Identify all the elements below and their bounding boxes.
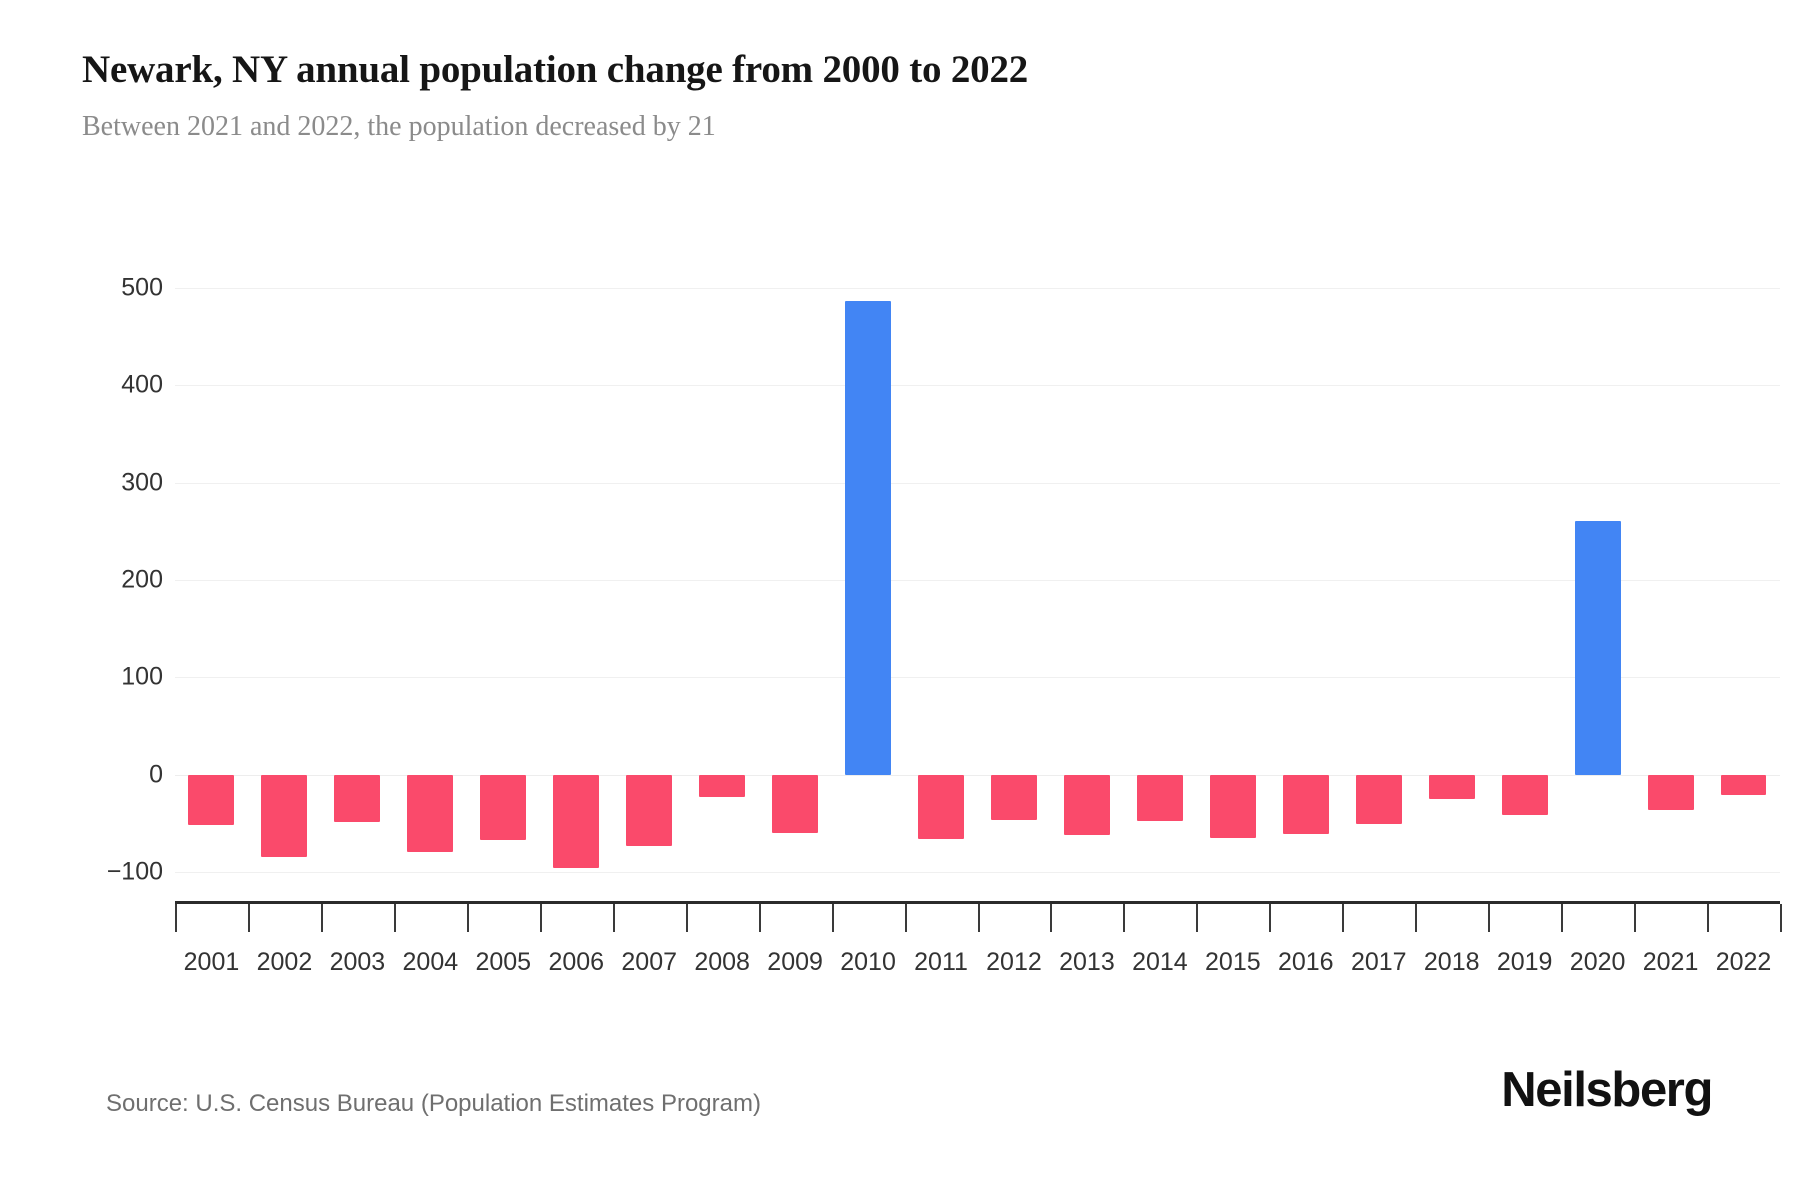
bar-2018[interactable] [1428, 774, 1475, 799]
y-tick-label-200: 200 [121, 565, 163, 594]
chart-header: Newark, NY annual population change from… [82, 48, 1722, 143]
x-tick-mark [466, 904, 469, 932]
bar-2020[interactable] [1574, 520, 1621, 775]
x-tick-label-2010: 2010 [840, 948, 896, 976]
x-tick-label-2003: 2003 [329, 948, 386, 976]
x-tick-label-2018: 2018 [1423, 948, 1480, 976]
x-tick-label-2012: 2012 [986, 948, 1042, 976]
x-tick-label-2022: 2022 [1715, 948, 1772, 976]
bar-2022[interactable] [1720, 774, 1767, 796]
x-tick-label-2020: 2020 [1569, 948, 1626, 976]
x-tick-label-2001: 2001 [183, 948, 240, 976]
x-tick-mark [247, 904, 250, 932]
bar-2005[interactable] [480, 774, 527, 840]
x-tick-label-2006: 2006 [548, 948, 605, 976]
bar-series [175, 288, 1780, 872]
x-tick-mark [1561, 904, 1564, 932]
x-tick-mark [1342, 904, 1345, 932]
bar-2013[interactable] [1063, 774, 1110, 835]
bar-2004[interactable] [407, 774, 454, 852]
y-tick-label-300: 300 [121, 468, 163, 497]
x-tick-label-2005: 2005 [475, 948, 532, 976]
y-tick-label-100: 100 [121, 662, 163, 691]
x-tick-mark [1707, 904, 1710, 932]
bar-2003[interactable] [334, 774, 381, 823]
x-tick-mark [1196, 904, 1199, 932]
bar-2019[interactable] [1501, 774, 1548, 815]
chart-subtitle: Between 2021 and 2022, the population de… [82, 110, 716, 142]
x-tick-mark [1269, 904, 1272, 932]
bar-2011[interactable] [918, 774, 964, 839]
bar-2016[interactable] [1282, 774, 1329, 835]
x-tick-mark [539, 904, 542, 932]
y-tick-label--100: −100 [106, 857, 163, 886]
gridlines [175, 288, 1780, 873]
x-tick-mark [904, 904, 907, 932]
brand-logo: Neilsberg [1501, 1063, 1713, 1117]
x-tick-mark [175, 904, 177, 932]
x-tick-label-2002: 2002 [256, 948, 313, 976]
bar-2015[interactable] [1209, 774, 1256, 838]
x-tick-mark [1050, 904, 1053, 932]
x-axis-line [175, 901, 1780, 904]
bar-2010[interactable] [845, 300, 892, 775]
gridline-500 [175, 288, 1780, 289]
x-tick-label-2015: 2015 [1205, 948, 1261, 976]
y-tick-label-0: 0 [149, 760, 163, 789]
gridline-400 [175, 385, 1780, 387]
gridline-300 [175, 482, 1780, 484]
x-tick-mark [1634, 904, 1637, 932]
gridline-200 [175, 580, 1780, 581]
x-tick-mark [1415, 904, 1418, 932]
x-tick-label-2016: 2016 [1277, 948, 1334, 976]
x-tick-mark [1488, 904, 1491, 932]
x-tick-label-2019: 2019 [1496, 948, 1553, 976]
x-tick-mark [1780, 904, 1782, 932]
x-tick-label-2004: 2004 [402, 948, 459, 976]
x-tick-mark [831, 904, 834, 932]
gridline--100 [175, 872, 1780, 873]
bar-2014[interactable] [1136, 774, 1183, 822]
bar-2017[interactable] [1355, 774, 1402, 825]
x-tick-label-2014: 2014 [1132, 948, 1188, 976]
x-tick-mark [1123, 904, 1126, 932]
x-tick-label-2007: 2007 [621, 948, 678, 976]
y-tick-label-500: 500 [121, 273, 163, 302]
x-tick-mark [612, 904, 615, 932]
x-tick-mark [393, 904, 396, 932]
gridline-0 [175, 774, 1780, 776]
gridline-100 [175, 677, 1780, 679]
bar-2008[interactable] [699, 774, 746, 798]
bar-2006[interactable] [553, 774, 600, 869]
x-tick-label-2011: 2011 [914, 948, 968, 976]
bar-2001[interactable] [188, 774, 235, 826]
x-tick-mark [685, 904, 688, 932]
x-tick-label-2008: 2008 [694, 948, 750, 976]
source-note: Source: U.S. Census Bureau (Population E… [106, 1090, 761, 1117]
x-tick-label-2009: 2009 [767, 948, 823, 976]
x-tick-label-2013: 2013 [1059, 948, 1115, 976]
bar-2012[interactable] [990, 774, 1037, 821]
bar-2009[interactable] [772, 774, 819, 834]
x-tick-mark [320, 904, 323, 932]
page-title: Newark, NY annual population change from… [82, 48, 1029, 91]
bar-2002[interactable] [261, 774, 308, 858]
x-tick-label-2017: 2017 [1350, 948, 1407, 976]
bar-2007[interactable] [626, 774, 673, 846]
x-tick-mark [758, 904, 761, 932]
y-tick-label-400: 400 [121, 370, 163, 399]
bar-2021[interactable] [1647, 774, 1694, 810]
x-tick-mark [977, 904, 980, 932]
x-tick-label-2021: 2021 [1642, 948, 1699, 976]
